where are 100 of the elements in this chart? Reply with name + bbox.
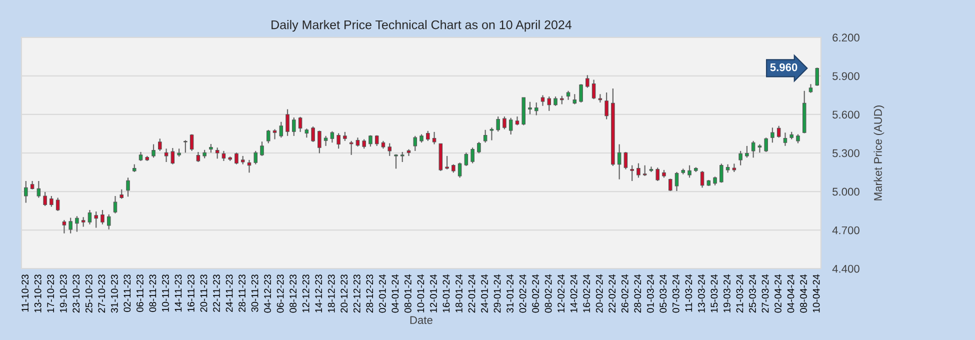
x-tick-label: 10-04-24 bbox=[812, 274, 820, 312]
candlestick bbox=[126, 177, 130, 198]
candlestick bbox=[688, 164, 692, 178]
x-tick-label: 25-10-23 bbox=[85, 274, 92, 313]
candlestick bbox=[94, 210, 98, 228]
x-tick-label: 18-01-24 bbox=[456, 274, 462, 312]
x-tick-label: 22-11-23 bbox=[213, 274, 220, 312]
candlestick bbox=[68, 217, 72, 234]
y-tick-label: 4.400 bbox=[832, 264, 860, 273]
x-tick-label: 16-01-24 bbox=[442, 274, 450, 312]
candlestick bbox=[770, 127, 774, 144]
x-tick-label: 02-11-23 bbox=[124, 274, 131, 312]
candlestick bbox=[458, 162, 462, 178]
x-tick-label: 24-11-23 bbox=[226, 274, 233, 312]
candlestick bbox=[164, 148, 168, 163]
candlestick bbox=[477, 141, 481, 154]
x-tick-label: 30-11-23 bbox=[251, 274, 258, 312]
x-tick-label: 27-03-24 bbox=[762, 274, 769, 313]
x-tick-label: 08-04-24 bbox=[800, 274, 807, 313]
candlestick bbox=[636, 162, 640, 178]
x-tick-label: 17-10-23 bbox=[47, 274, 54, 312]
x-tick-label: 10-01-24 bbox=[417, 274, 424, 312]
x-tick-label: 07-03-24 bbox=[672, 274, 680, 313]
candlestick bbox=[508, 117, 513, 136]
candlestick bbox=[158, 138, 162, 152]
candlestick bbox=[50, 195, 54, 208]
x-tick-label: 15-03-24 bbox=[710, 274, 718, 312]
candlestick bbox=[362, 138, 366, 150]
y-tick-label: 5.900 bbox=[832, 72, 860, 80]
x-tick-label: 04-12-23 bbox=[264, 274, 271, 313]
candlestick bbox=[260, 141, 264, 157]
x-tick-label: 14-12-23 bbox=[315, 274, 322, 312]
y-tick-label: 6.200 bbox=[832, 34, 860, 42]
x-tick-label: 21-03-24 bbox=[736, 274, 744, 313]
candlestick bbox=[592, 79, 596, 100]
candlestick bbox=[426, 130, 430, 142]
y-axis-title: Market Price (AUD) bbox=[874, 106, 884, 200]
candlestick bbox=[100, 209, 104, 225]
candlestick bbox=[254, 150, 258, 165]
candlestick bbox=[700, 170, 704, 188]
candlestick bbox=[196, 151, 200, 163]
candlestick bbox=[586, 74, 590, 88]
candlestick bbox=[413, 135, 418, 152]
candlestick bbox=[56, 197, 60, 212]
y-tick-label: 5.000 bbox=[832, 188, 860, 196]
candlestick bbox=[286, 108, 290, 136]
x-tick-label: 06-12-23 bbox=[276, 274, 284, 313]
x-tick-label: 26-02-24 bbox=[621, 274, 628, 313]
candlestick bbox=[349, 140, 354, 156]
candlestick bbox=[330, 130, 334, 144]
candlestick bbox=[470, 147, 474, 164]
candlestick bbox=[152, 144, 156, 158]
candlestick bbox=[604, 92, 608, 120]
x-tick-label: 13-10-23 bbox=[34, 274, 42, 312]
candlestick bbox=[120, 188, 124, 200]
candlestick bbox=[528, 101, 532, 115]
candlestick bbox=[318, 130, 322, 154]
x-tick-label: 22-02-24 bbox=[608, 274, 616, 313]
x-tick-label: 02-02-24 bbox=[519, 274, 526, 313]
candlestick bbox=[656, 167, 660, 182]
x-tick-label: 05-03-24 bbox=[660, 274, 667, 313]
x-tick-label: 22-01-24 bbox=[468, 274, 476, 313]
candlestick bbox=[464, 152, 468, 167]
candlestick bbox=[170, 147, 175, 165]
x-tick-label: 25-03-24 bbox=[749, 274, 756, 313]
candlestick bbox=[764, 137, 768, 153]
candlestick bbox=[776, 125, 781, 138]
candlestick bbox=[88, 209, 92, 225]
x-tick-label: 14-02-24 bbox=[570, 274, 578, 312]
candlestick bbox=[738, 150, 742, 166]
x-tick-label: 19-03-24 bbox=[724, 274, 730, 312]
x-tick-label: 31-01-24 bbox=[506, 274, 514, 313]
x-tick-label: 12-01-24 bbox=[430, 274, 437, 312]
candlestick bbox=[496, 116, 500, 132]
candlestick bbox=[617, 144, 622, 180]
y-tick-label: 5.300 bbox=[832, 149, 860, 158]
candlestick bbox=[674, 171, 679, 192]
candlestick bbox=[215, 147, 220, 160]
candlestick bbox=[279, 121, 284, 138]
candlestick bbox=[432, 131, 436, 145]
x-tick-label: 16-11-23 bbox=[188, 274, 194, 312]
x-tick-label: 20-02-24 bbox=[596, 274, 603, 313]
candlestick bbox=[630, 164, 634, 182]
x-tick-label: 08-01-24 bbox=[404, 274, 412, 313]
x-tick-label: 12-12-23 bbox=[302, 274, 310, 312]
x-tick-label: 06-11-23 bbox=[136, 274, 144, 312]
candlestick bbox=[579, 84, 583, 104]
x-tick-label: 23-10-23 bbox=[72, 274, 80, 313]
x-tick-label: 20-12-23 bbox=[340, 274, 348, 313]
candlestick bbox=[815, 67, 819, 86]
x-tick-label: 31-10-23 bbox=[110, 274, 118, 313]
candlestick bbox=[106, 214, 111, 230]
x-tick-label: 01-03-24 bbox=[646, 274, 654, 313]
x-tick-label: 02-04-24 bbox=[774, 274, 782, 313]
candlestick bbox=[751, 140, 756, 158]
x-tick-label: 27-10-23 bbox=[98, 274, 106, 313]
candlestick bbox=[81, 216, 86, 228]
candlestick bbox=[266, 129, 270, 144]
candlestick bbox=[388, 142, 392, 157]
candlestick bbox=[184, 140, 188, 154]
